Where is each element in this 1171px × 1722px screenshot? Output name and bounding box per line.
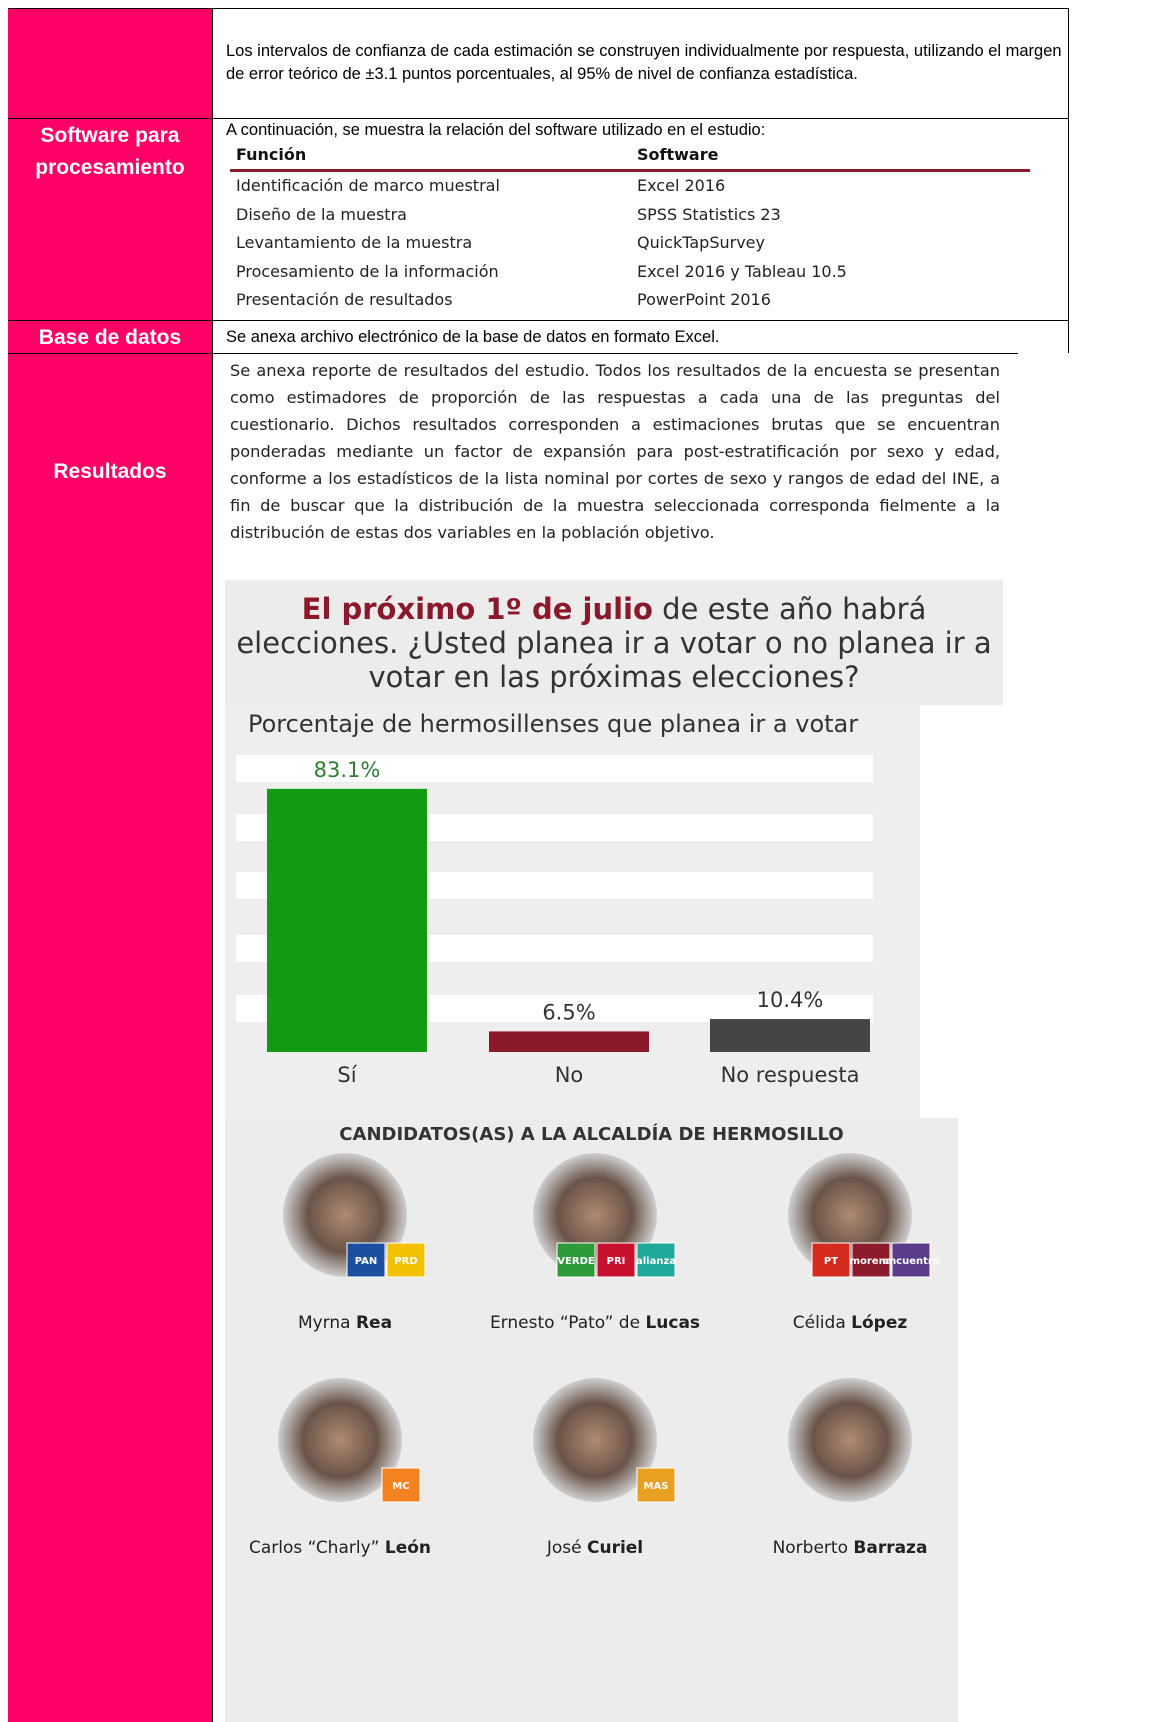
bar (489, 1031, 649, 1052)
question: El próximo 1º de julio de este año habrá… (228, 592, 1000, 694)
candidate-name: Carlos “Charly” León (220, 1538, 460, 1558)
party-name: MC (392, 1481, 409, 1492)
question-highlight: El próximo 1º de julio (302, 592, 653, 626)
candidate-name: José Curiel (475, 1538, 715, 1558)
party-name: VERDE (557, 1256, 595, 1267)
party-name: alianza (636, 1256, 676, 1267)
candidate-given-name: Norberto (773, 1538, 848, 1558)
header-rule (230, 169, 1030, 172)
value-label: 83.1% (314, 758, 381, 782)
candidate-name: Célida López (730, 1313, 970, 1333)
rule (8, 320, 1068, 321)
chart: 83.1% 6.5% 10.4% (225, 705, 920, 1118)
table-cell: Identificación de marco muestral (236, 176, 500, 195)
party-name: MAS (644, 1481, 669, 1492)
results-text: Se anexa reporte de resultados del estud… (230, 357, 1000, 546)
candidate-photo (788, 1378, 912, 1502)
bar (267, 789, 427, 1052)
table-cell: QuickTapSurvey (637, 233, 765, 252)
rule (212, 8, 213, 1722)
software-intro: A continuación, se muestra la relación d… (226, 119, 765, 142)
row-label: Resultados (8, 460, 212, 484)
bar (710, 1019, 870, 1052)
table-cell: Presentación de resultados (236, 290, 453, 309)
value-label: 6.5% (542, 1000, 595, 1024)
candidate-name: Norberto Barraza (730, 1538, 970, 1558)
candidate-given-name: Carlos “Charly” (249, 1538, 380, 1558)
candidate-surname: López (851, 1313, 907, 1333)
table-cell: SPSS Statistics 23 (637, 205, 781, 224)
rule (8, 8, 1068, 9)
candidate-given-name: Célida (793, 1313, 846, 1333)
x-tick-label: Sí (267, 1063, 427, 1087)
table-cell: Procesamiento de la información (236, 262, 499, 281)
rule (1068, 8, 1069, 353)
value-label: 10.4% (757, 988, 824, 1012)
party-name: PT (824, 1256, 838, 1267)
rule (8, 353, 1018, 354)
table-cell: Excel 2016 y Tableau 10.5 (637, 262, 847, 281)
table-cell: PowerPoint 2016 (637, 290, 771, 309)
database-text: Se anexa archivo electrónico de la base … (226, 326, 719, 349)
table-header: Software (637, 145, 718, 164)
candidate-name: Ernesto “Pato” de Lucas (475, 1313, 715, 1333)
candidate-name: Myrna Rea (225, 1313, 465, 1333)
party-name: PAN (355, 1256, 378, 1267)
x-tick-label: No (489, 1063, 649, 1087)
candidate-surname: Barraza (853, 1538, 927, 1558)
table-cell: Excel 2016 (637, 176, 725, 195)
table-cell: Levantamiento de la muestra (236, 233, 472, 252)
candidate-given-name: José (547, 1538, 582, 1558)
row-label: Software para procesamiento (8, 120, 212, 184)
table-cell: Diseño de la muestra (236, 205, 407, 224)
candidate-surname: Lucas (645, 1313, 700, 1333)
page: Los intervalos de confianza de cada esti… (0, 0, 1171, 1722)
candidate-given-name: Ernesto “Pato” de (490, 1313, 640, 1333)
label-column (8, 8, 212, 1722)
x-tick-label: No respuesta (710, 1063, 870, 1087)
candidate-given-name: Myrna (298, 1313, 351, 1333)
table-header: Función (236, 145, 306, 164)
candidate-surname: León (385, 1538, 431, 1558)
row-label: Base de datos (8, 326, 212, 350)
party-name: PRD (394, 1256, 417, 1267)
party-name: encuentro (882, 1256, 940, 1267)
candidate-surname: Rea (356, 1313, 392, 1333)
methodology-text: Los intervalos de confianza de cada esti… (226, 40, 1062, 86)
party-name: PRI (607, 1256, 626, 1267)
candidate-surname: Curiel (587, 1538, 643, 1558)
